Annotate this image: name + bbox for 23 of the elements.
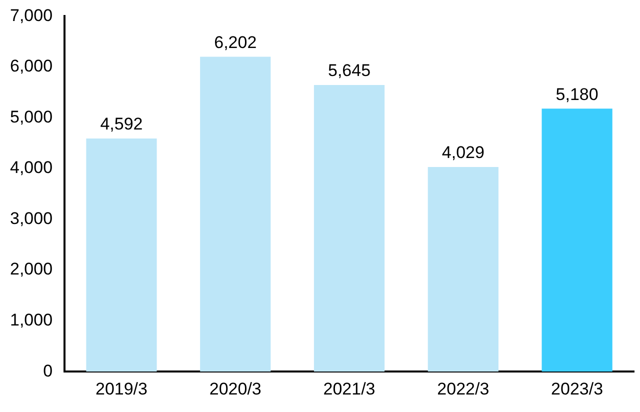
y-tick-label: 6,000 [10, 56, 53, 76]
bar [86, 138, 157, 372]
y-tick-label: 7,000 [10, 6, 53, 25]
x-tick-label: 2019/3 [95, 379, 148, 398]
bar [200, 56, 271, 372]
x-tick-label: 2022/3 [437, 379, 490, 398]
bar [314, 84, 385, 372]
data-label: 4,029 [442, 143, 484, 162]
y-tick-label: 3,000 [10, 208, 53, 228]
y-tick-label: 0 [43, 361, 53, 380]
data-label: 5,645 [328, 61, 371, 80]
y-tick-label: 4,000 [10, 158, 53, 178]
x-tick-label: 2023/3 [551, 379, 604, 398]
bar [542, 108, 612, 372]
data-label: 5,180 [556, 84, 598, 104]
data-label: 4,592 [100, 114, 143, 134]
y-tick-label: 2,000 [10, 260, 53, 279]
x-tick-label: 2020/3 [209, 379, 262, 398]
y-tick-label: 5,000 [10, 107, 53, 126]
bar [428, 167, 498, 372]
y-tick-label: 1,000 [10, 310, 53, 330]
x-tick-label: 2021/3 [323, 379, 376, 398]
data-label: 6,202 [214, 32, 257, 52]
